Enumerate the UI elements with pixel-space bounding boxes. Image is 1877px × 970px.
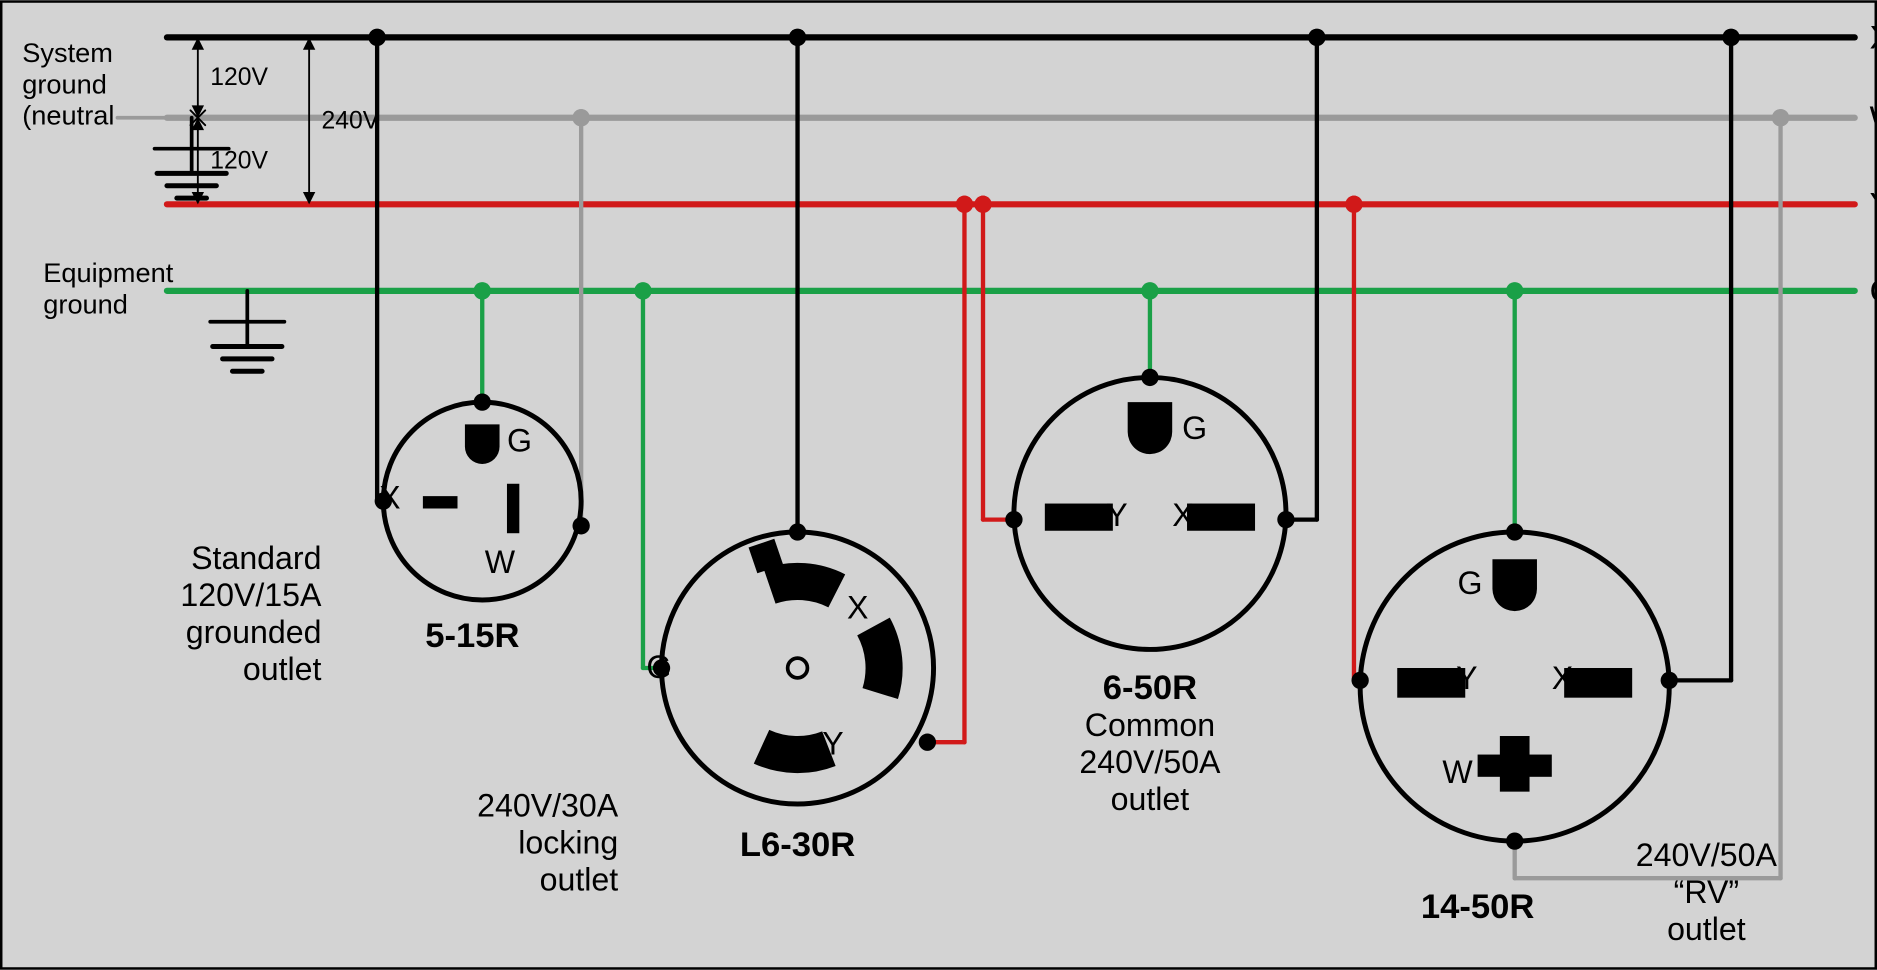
svg-text:W: W bbox=[1870, 100, 1877, 136]
svg-text:W: W bbox=[1442, 754, 1473, 790]
svg-text:Y: Y bbox=[1106, 497, 1127, 533]
svg-text:120V: 120V bbox=[210, 64, 268, 91]
svg-text:120V: 120V bbox=[210, 147, 268, 174]
svg-text:X: X bbox=[847, 590, 868, 626]
wiring-diagram: XWYGSystemground(neutralEquipmentground1… bbox=[0, 0, 1877, 970]
svg-text:240V: 240V bbox=[321, 107, 379, 134]
svg-text:6-50R: 6-50R bbox=[1103, 669, 1197, 707]
svg-text:X: X bbox=[1172, 497, 1193, 533]
svg-text:Y: Y bbox=[1870, 186, 1877, 222]
svg-text:Systemground(neutral: Systemground(neutral bbox=[22, 37, 114, 131]
svg-text:X: X bbox=[1552, 660, 1573, 696]
svg-text:14-50R: 14-50R bbox=[1421, 888, 1535, 926]
svg-text:G: G bbox=[1870, 273, 1877, 309]
svg-text:Y: Y bbox=[822, 726, 843, 762]
svg-text:X: X bbox=[1870, 20, 1877, 56]
svg-text:L6-30R: L6-30R bbox=[740, 826, 855, 864]
svg-text:W: W bbox=[485, 544, 516, 580]
svg-text:G: G bbox=[1182, 410, 1207, 446]
svg-text:5-15R: 5-15R bbox=[425, 617, 519, 655]
svg-text:G: G bbox=[507, 423, 532, 459]
svg-text:G: G bbox=[1458, 565, 1483, 601]
svg-text:Y: Y bbox=[1456, 660, 1477, 696]
